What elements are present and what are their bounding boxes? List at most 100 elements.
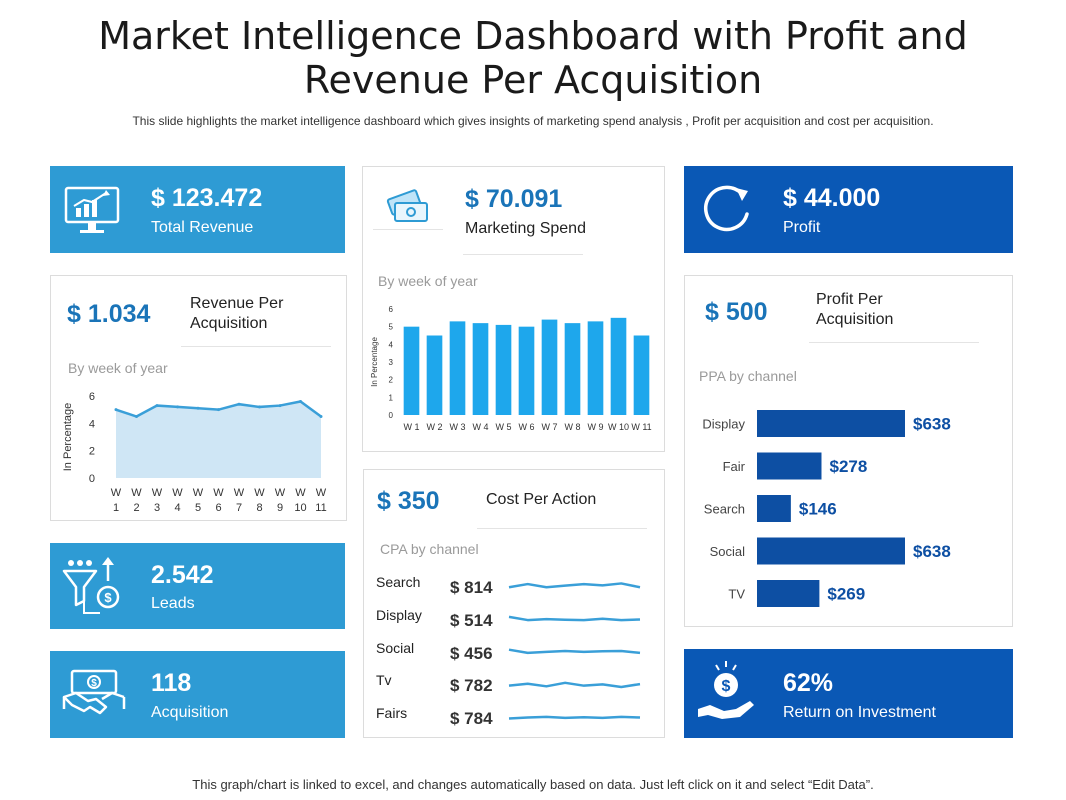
page-title: Market Intelligence Dashboard with Profi… [98, 14, 968, 102]
rpa-y-axis-label: In Percentage [62, 403, 74, 472]
profit-label: Profit [783, 219, 821, 236]
ppa-data-label: $278 [829, 457, 867, 476]
ppa-label: Profit Per Acquisition [816, 291, 894, 328]
marketing-bar [449, 321, 466, 415]
funnel-icon: $ [62, 557, 120, 614]
marketing-bar [472, 323, 489, 415]
rpa-point [217, 408, 220, 412]
marketing-bar [633, 335, 650, 415]
marketing-chart-caption: By week of year [378, 273, 478, 289]
cpa-channel-name: Social [376, 639, 415, 656]
rpa-x-tick-bottom: 10 [294, 502, 306, 514]
ppa-bar [757, 452, 822, 480]
leads-card: $ 2.542 Leads [50, 543, 345, 629]
ppa-bar [757, 537, 905, 565]
revenue-per-acquisition-panel: $ 1.034 Revenue Per Acquisition By week … [50, 275, 347, 521]
cpa-channel-value: $ 514 [450, 610, 493, 630]
marketing-spend-bar-chart: 0 1 2 3 4 5 6 In Percentage W 1 W 2 W 3 W 4 W 5 W 6 W … [370, 305, 652, 432]
marketing-spend-panel: $ 70.091 Marketing Spend By week of year… [362, 166, 665, 452]
rpa-point [258, 405, 261, 409]
cost-per-action-panel: $ 350 Cost Per Action CPA by channel Sea… [363, 469, 665, 738]
cpa-sparkline [508, 715, 641, 720]
svg-text:$: $ [722, 678, 731, 695]
total-revenue-card: $ 123.472 Total Revenue [50, 166, 345, 253]
rpa-point [278, 404, 282, 408]
rpa-point [135, 415, 138, 418]
rpa-x-tick-top: W [275, 487, 286, 499]
marketing-x-tick: W 7 [541, 422, 557, 432]
cpa-sparkline [508, 681, 641, 689]
marketing-y-tick: 3 [389, 358, 394, 367]
rpa-x-tick-bottom: 3 [154, 502, 160, 514]
acquisition-value: 118 [151, 669, 192, 697]
page-subtitle: This slide highlights the market intelli… [132, 114, 934, 128]
total-revenue-label: Total Revenue [151, 219, 254, 236]
rpa-y-tick: 0 [89, 473, 95, 485]
cpa-sparklines [508, 582, 641, 720]
rpa-y-tick: 6 [89, 391, 95, 403]
cpa-sparkline [508, 582, 641, 589]
marketing-y-tick: 2 [389, 376, 394, 385]
cpa-sparkline [508, 648, 641, 655]
rpa-x-tick-bottom: 2 [133, 502, 139, 514]
ppa-chart-caption: PPA by channel [699, 368, 797, 384]
marketing-y-tick: 0 [389, 411, 394, 420]
ppa-bar [757, 410, 905, 437]
acquisition-label: Acquisition [151, 704, 229, 721]
refresh-icon [704, 185, 749, 232]
marketing-bar [518, 326, 535, 415]
marketing-x-tick: W 1 [403, 422, 419, 432]
hand-coin-icon: $ [698, 661, 754, 719]
marketing-spend-divider-2 [463, 254, 583, 255]
rpa-x-tick-top: W [316, 487, 327, 499]
cpa-sparkline [508, 615, 641, 622]
svg-text:$: $ [104, 590, 112, 605]
ppa-divider [809, 342, 979, 343]
ppa-data-label: $638 [913, 415, 951, 434]
rpa-x-tick-top: W [254, 487, 265, 499]
rpa-point [176, 405, 179, 409]
chart-monitor-icon [64, 186, 120, 233]
cpa-channel-name: Tv [376, 672, 392, 689]
ppa-category-label: Search [704, 502, 745, 517]
ppa-bar [757, 580, 820, 607]
rpa-point [196, 406, 200, 410]
rpa-x-tick-bottom: 5 [195, 502, 201, 514]
rpa-x-tick-top: W [234, 487, 245, 499]
cpa-channel-name: Fairs [376, 705, 408, 722]
rpa-area-fill [116, 401, 321, 478]
ppa-category-label: Social [710, 544, 746, 559]
roi-label: Return on Investment [783, 704, 936, 721]
rpa-x-tick-top: W [131, 487, 142, 499]
profit-per-acquisition-panel: $ 500 Profit Per Acquisition PPA by chan… [684, 275, 1013, 627]
rpa-divider [181, 346, 331, 347]
money-bills-icon [386, 189, 428, 222]
rpa-label: Revenue Per Acquisition [190, 295, 284, 332]
rpa-value: $ 1.034 [67, 300, 151, 328]
roi-card: $ 62% Return on Investment [684, 649, 1013, 738]
rpa-x-tick-top: W [295, 487, 306, 499]
rpa-point [114, 408, 118, 412]
rpa-x-tick-top: W [213, 487, 224, 499]
ppa-category-label: Display [702, 417, 745, 432]
ppa-bar-chart: Display $638 Fair $278 Search $146 Social $638 T… [702, 410, 951, 607]
handshake-icon: $ [62, 669, 126, 715]
rpa-point [299, 399, 302, 403]
rpa-point [237, 402, 241, 406]
rpa-point [319, 415, 323, 418]
marketing-y-tick: 6 [389, 305, 394, 314]
marketing-bar [564, 323, 581, 415]
ppa-data-label: $146 [799, 500, 837, 519]
cpa-channel-value: $ 814 [450, 578, 493, 597]
ppa-data-label: $638 [913, 542, 951, 561]
rpa-x-tick-bottom: 1 [113, 502, 119, 514]
profit-card: $ 44.000 Profit [684, 166, 1013, 253]
cpa-channel-value: $ 456 [450, 643, 493, 663]
marketing-x-tick: W 6 [518, 422, 534, 432]
rpa-y-tick: 2 [89, 446, 95, 458]
marketing-bar [541, 319, 558, 415]
rpa-y-tick: 4 [89, 418, 95, 430]
roi-value: 62% [783, 669, 834, 697]
marketing-bar [495, 324, 512, 415]
